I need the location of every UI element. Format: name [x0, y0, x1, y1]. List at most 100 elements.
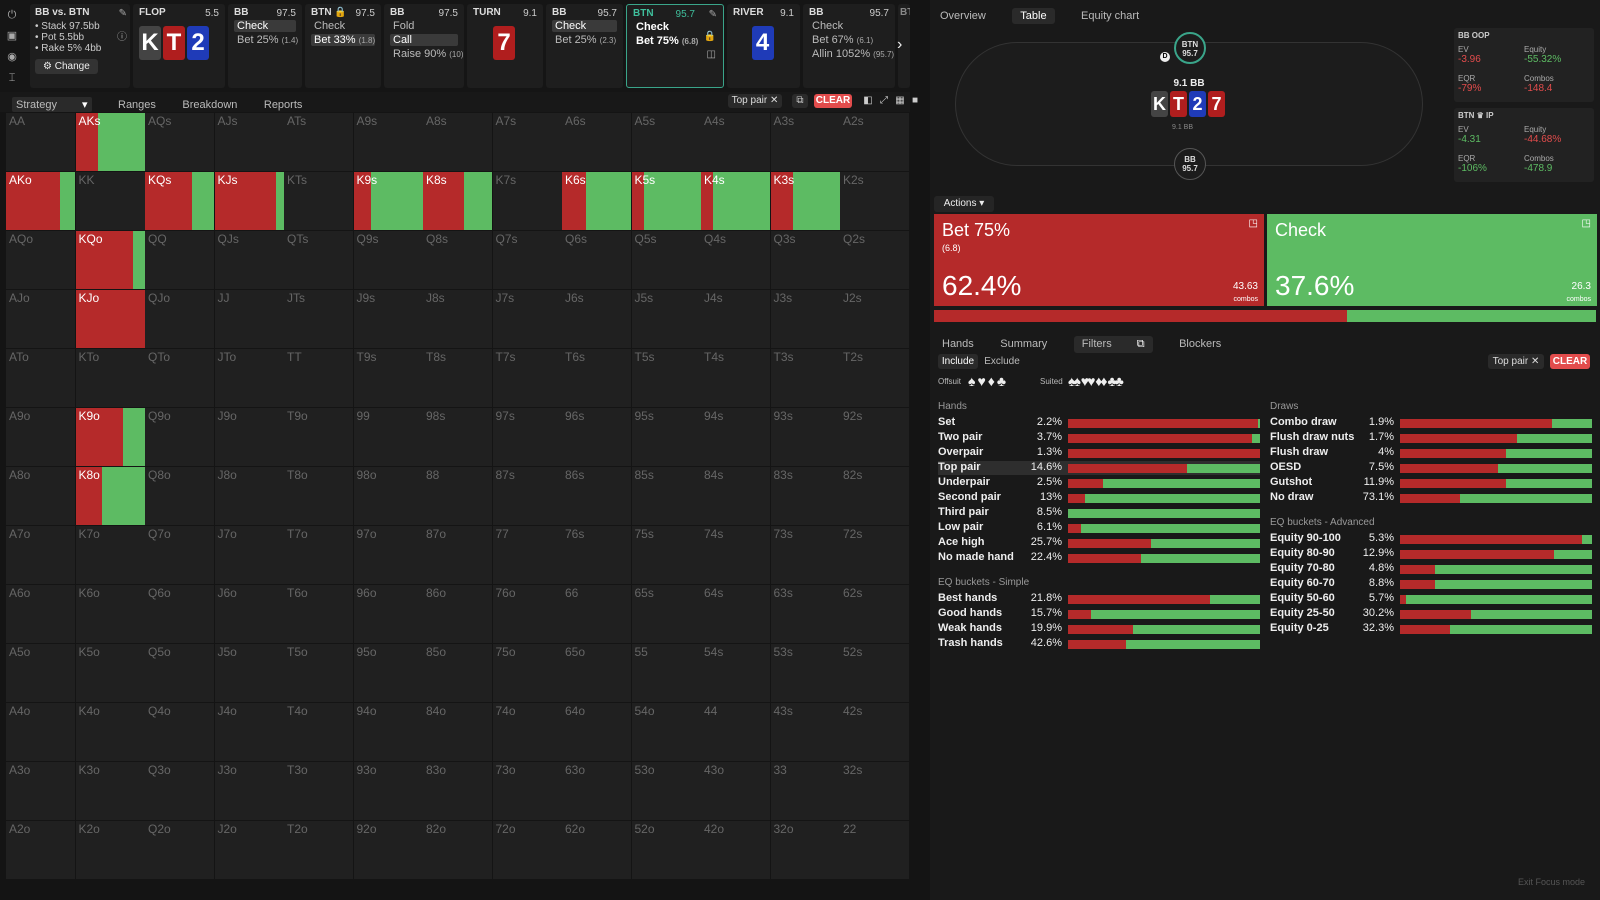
hand-cell-97o[interactable]: 97o [353, 526, 423, 584]
hand-cell-T6o[interactable]: T6o [284, 585, 353, 643]
hand-cell-42s[interactable]: 42s [840, 703, 909, 761]
hand-cell-K7o[interactable]: K7o [75, 526, 145, 584]
hand-cell-Q7s[interactable]: Q7s [492, 231, 562, 289]
hand-cell-82s[interactable]: 82s [840, 467, 909, 525]
tab-reports[interactable]: Reports [263, 99, 303, 111]
hand-cell-53o[interactable]: 53o [631, 762, 701, 820]
clear-button[interactable]: CLEAR [814, 94, 852, 108]
tab-breakdown[interactable]: Breakdown [182, 99, 238, 111]
hand-cell-54s[interactable]: 54s [701, 644, 770, 702]
hand-cell-J6s[interactable]: J6s [562, 290, 631, 348]
hand-cell-QTo[interactable]: QTo [145, 349, 214, 407]
node-action[interactable]: Raise 90% (10) [393, 48, 464, 60]
tab-overview[interactable]: Overview [940, 10, 986, 22]
hand-cell-KTo[interactable]: KTo [75, 349, 145, 407]
hand-cell-93o[interactable]: 93o [353, 762, 423, 820]
hand-cell-J4s[interactable]: J4s [701, 290, 770, 348]
filter-row[interactable]: Two pair 3.7% [938, 431, 1260, 445]
hand-cell-Q5o[interactable]: Q5o [145, 644, 214, 702]
edit-icon[interactable]: ✎ [118, 8, 127, 19]
hand-cell-Q6s[interactable]: Q6s [562, 231, 631, 289]
hand-cell-99[interactable]: 99 [353, 408, 423, 466]
hand-cell-J2o[interactable]: J2o [214, 821, 284, 879]
exit-focus-mode-link[interactable]: Exit Focus mode [1518, 877, 1586, 887]
save-icon[interactable]: ▣ [6, 30, 18, 42]
hand-cell-Q9s[interactable]: Q9s [353, 231, 423, 289]
hand-cell-44[interactable]: 44 [701, 703, 770, 761]
hand-cell-T7s[interactable]: T7s [492, 349, 562, 407]
hand-cell-QTs[interactable]: QTs [284, 231, 353, 289]
hand-cell-QJs[interactable]: QJs [214, 231, 284, 289]
active-node[interactable]: BTN 95.7 ✎ 🔒 ◫ Check Bet 75% (6.8) [626, 4, 724, 88]
hand-cell-A6o[interactable]: A6o [6, 585, 75, 643]
tab-table[interactable]: Table [1012, 8, 1055, 24]
filter-row[interactable]: Third pair 8.5% [938, 506, 1260, 520]
hand-cell-64s[interactable]: 64s [701, 585, 770, 643]
hand-cell-72o[interactable]: 72o [492, 821, 562, 879]
node-action[interactable]: Check [552, 20, 617, 32]
tab-strategy[interactable]: Strategy ▾ [12, 97, 92, 112]
hand-cell-AJs[interactable]: AJs [214, 113, 284, 171]
pencil-icon[interactable]: ✎ [708, 9, 717, 20]
hand-cell-75o[interactable]: 75o [492, 644, 562, 702]
hand-cell-JTo[interactable]: JTo [214, 349, 284, 407]
hand-cell-T8o[interactable]: T8o [284, 467, 353, 525]
hand-cell-AQs[interactable]: AQs [145, 113, 214, 171]
hand-cell-83s[interactable]: 83s [770, 467, 840, 525]
filter-row[interactable]: No draw 73.1% [1270, 491, 1592, 505]
filter-row[interactable]: Equity 80-90 12.9% [1270, 547, 1592, 561]
hand-cell-22[interactable]: 22 [840, 821, 909, 879]
hand-cell-T9o[interactable]: T9o [284, 408, 353, 466]
filter-row[interactable]: OESD 7.5% [1270, 461, 1592, 475]
hand-cell-T6s[interactable]: T6s [562, 349, 631, 407]
hand-cell-33[interactable]: 33 [770, 762, 840, 820]
hand-cell-94s[interactable]: 94s [701, 408, 770, 466]
tree-node[interactable]: BB 97.5 Check Bet 25% (1.4) [228, 4, 302, 88]
hand-cell-84s[interactable]: 84s [701, 467, 770, 525]
hand-cell-A8s[interactable]: A8s [423, 113, 492, 171]
hand-cell-A7o[interactable]: A7o [6, 526, 75, 584]
hand-cell-J9s[interactable]: J9s [353, 290, 423, 348]
expand-card-icon[interactable]: ◳ [1248, 218, 1258, 229]
hand-cell-K4o[interactable]: K4o [75, 703, 145, 761]
view-mode-icon[interactable]: ◧ [863, 95, 873, 106]
hand-cell-Q8s[interactable]: Q8s [423, 231, 492, 289]
hand-cell-92o[interactable]: 92o [353, 821, 423, 879]
hand-cell-T2o[interactable]: T2o [284, 821, 353, 879]
hand-cell-T2s[interactable]: T2s [840, 349, 909, 407]
hand-cell-J5o[interactable]: J5o [214, 644, 284, 702]
tab-ranges[interactable]: Ranges [118, 99, 156, 111]
hand-cell-Q2s[interactable]: Q2s [840, 231, 909, 289]
hand-cell-74s[interactable]: 74s [701, 526, 770, 584]
filter-row[interactable]: Low pair 6.1% [938, 521, 1260, 535]
filter-row[interactable]: Trash hands 42.6% [938, 637, 1260, 651]
hand-cell-K8o[interactable]: K8o [75, 467, 145, 525]
hand-cell-K6s[interactable]: K6s [562, 172, 631, 230]
hand-cell-76o[interactable]: 76o [492, 585, 562, 643]
hand-cell-K9s[interactable]: K9s [353, 172, 423, 230]
node-action[interactable]: Fold [393, 20, 415, 32]
hand-cell-63o[interactable]: 63o [562, 762, 631, 820]
hand-cell-Q5s[interactable]: Q5s [631, 231, 701, 289]
hand-cell-72s[interactable]: 72s [840, 526, 909, 584]
hand-cell-A9o[interactable]: A9o [6, 408, 75, 466]
hand-cell-A4s[interactable]: A4s [701, 113, 770, 171]
hand-cell-T8s[interactable]: T8s [423, 349, 492, 407]
hand-cell-J3s[interactable]: J3s [770, 290, 840, 348]
node-action[interactable]: Allin 1052% (95.7) [812, 48, 895, 60]
hand-cell-74o[interactable]: 74o [492, 703, 562, 761]
river-node[interactable]: RIVER 9.1 4 [727, 4, 800, 88]
hand-cell-32s[interactable]: 32s [840, 762, 909, 820]
filter-row[interactable]: Equity 50-60 5.7% [1270, 592, 1592, 606]
grid-icon[interactable]: ▦ [895, 95, 905, 106]
hand-cell-T7o[interactable]: T7o [284, 526, 353, 584]
hand-cell-65o[interactable]: 65o [562, 644, 631, 702]
hand-cell-K6o[interactable]: K6o [75, 585, 145, 643]
filter-row[interactable]: Equity 0-25 32.3% [1270, 622, 1592, 636]
hand-cell-A7s[interactable]: A7s [492, 113, 562, 171]
hand-cell-75s[interactable]: 75s [631, 526, 701, 584]
hand-cell-T5s[interactable]: T5s [631, 349, 701, 407]
hand-cell-QJo[interactable]: QJo [145, 290, 214, 348]
filter-row[interactable]: Overpair 1.3% [938, 446, 1260, 460]
hand-cell-77[interactable]: 77 [492, 526, 562, 584]
